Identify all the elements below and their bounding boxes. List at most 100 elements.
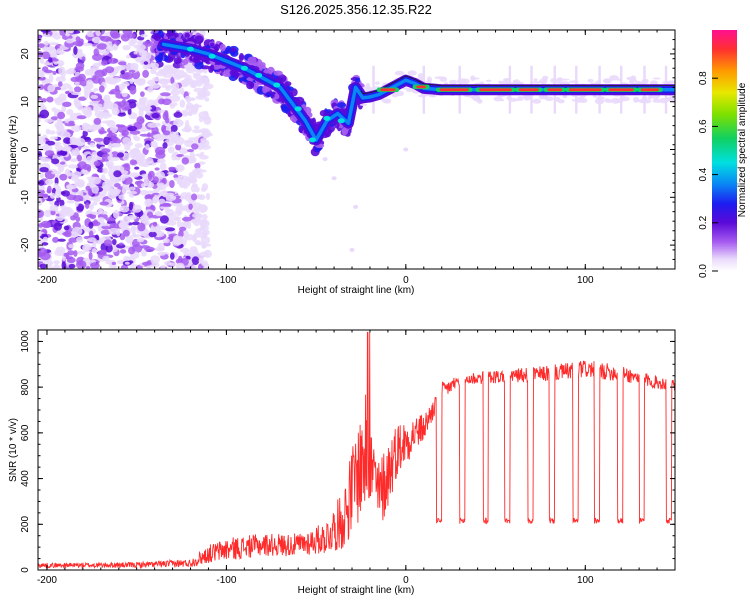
- snr-y-axis-label: SNR (10 * v/v): [8, 418, 19, 482]
- heatmap-cell: [38, 84, 44, 90]
- heatmap-cell: [63, 252, 70, 257]
- heatmap-cell: [135, 78, 146, 86]
- heatmap-cell: [91, 176, 101, 185]
- x-tick-label: -200: [37, 275, 57, 286]
- heatmap-cell: [395, 90, 404, 97]
- heatmap-cell: [112, 238, 117, 246]
- heatmap-cell: [200, 187, 207, 192]
- heatmap-cell: [57, 151, 67, 156]
- heatmap-cell: [133, 51, 138, 55]
- heatmap-cell: [375, 81, 380, 85]
- heatmap-cell: [192, 212, 203, 219]
- heatmap-cell: [273, 70, 283, 76]
- snr-frame: [37, 329, 676, 571]
- y-tick-label: 200: [20, 516, 31, 533]
- heatmap-cell: [134, 136, 141, 142]
- heatmap-cell: [194, 35, 204, 44]
- heatmap-cell: [150, 226, 156, 233]
- heatmap-cell: [111, 142, 121, 147]
- heatmap-cell: [115, 124, 121, 128]
- heatmap-cell: [171, 239, 182, 246]
- heatmap-cell: [91, 211, 101, 216]
- heatmap-cell: [54, 144, 63, 151]
- heatmap-cell: [191, 256, 200, 266]
- heatmap-cell: [98, 227, 103, 232]
- heatmap-cell: [122, 229, 130, 237]
- figure-title: S126.2025.356.12.35.R22: [280, 2, 432, 17]
- heatmap-cell: [184, 32, 190, 38]
- heatmap-cell: [182, 58, 189, 65]
- heatmap-cell: [69, 136, 77, 145]
- heatmap-cell: [57, 164, 65, 173]
- heatmap-cell: [154, 146, 166, 156]
- heatmap-cell: [88, 252, 93, 260]
- heatmap-cell: [89, 101, 99, 105]
- colorbar-ticks: 0.0 0.2 0.4 0.6 0.8: [698, 71, 718, 278]
- heatmap-cell: [147, 122, 158, 128]
- heatmap-cell: [108, 57, 119, 64]
- heatmap-cell: [538, 94, 548, 100]
- heatmap-cell: [274, 92, 280, 100]
- heatmap-cell: [503, 78, 510, 82]
- heatmap-cell: [144, 198, 152, 207]
- heatmap-cell: [147, 172, 153, 181]
- heatmap-cell: [394, 70, 405, 76]
- heatmap-cell: [71, 91, 81, 96]
- heatmap-cell: [179, 99, 186, 108]
- heatmap-cell: [74, 200, 79, 207]
- heatmap-cell: [160, 92, 171, 97]
- heatmap-cell: [51, 158, 60, 165]
- heatmap-cell: [59, 173, 68, 181]
- heatmap-cell: [84, 136, 91, 140]
- heatmap-cell: [63, 137, 72, 144]
- heatmap-cell: [72, 171, 82, 178]
- heatmap-cell: [331, 176, 337, 181]
- heatmap-cell: [47, 84, 56, 93]
- heatmap-cell: [98, 112, 109, 117]
- heatmap-cell: [66, 109, 74, 116]
- heatmap-cell: [185, 105, 197, 112]
- heatmap-cell: [158, 78, 170, 86]
- heatmap-cell: [105, 66, 115, 74]
- heatmap-cell: [139, 189, 149, 196]
- heatmap-cell: [66, 184, 77, 190]
- heatmap-cell: [53, 58, 59, 62]
- heatmap-cell: [239, 53, 244, 61]
- heatmap-cell: [301, 104, 307, 109]
- heatmap-cell: [120, 64, 126, 70]
- heatmap-cell: [164, 110, 169, 119]
- heatmap-cell: [38, 118, 41, 123]
- heatmap-cell: [266, 92, 272, 98]
- heatmap-cell: [101, 120, 112, 124]
- heatmap-cell: [183, 78, 190, 86]
- heatmap-cell: [70, 158, 78, 163]
- heatmap-cell: [103, 239, 113, 247]
- heatmap-cell: [89, 128, 96, 133]
- heatmap-cell: [427, 76, 432, 83]
- heatmap-cell: [365, 83, 371, 88]
- heatmap-cell: [198, 227, 205, 232]
- heatmap-cell: [381, 98, 392, 103]
- heatmap-cell: [159, 206, 170, 210]
- heatmap-cell: [188, 110, 193, 117]
- y-tick-label: 0: [20, 567, 31, 573]
- heatmap-cell: [85, 202, 90, 209]
- heatmap-cell: [157, 158, 166, 163]
- heatmap-cell: [59, 199, 65, 207]
- heatmap-cell: [184, 119, 190, 129]
- heatmap-cell: [152, 196, 159, 204]
- heatmap-cell: [113, 209, 120, 219]
- heatmap-cell: [136, 237, 145, 243]
- heatmap-cell: [155, 211, 163, 217]
- heatmap-cell: [201, 243, 207, 249]
- heatmap-cell: [117, 152, 124, 158]
- heatmap-cell: [94, 103, 103, 108]
- heatmap-cell: [151, 126, 159, 135]
- heatmap-cell: [151, 112, 160, 119]
- heatmap-cell: [129, 85, 137, 95]
- heatmap-cell: [53, 264, 60, 269]
- heatmap-cell: [161, 124, 167, 133]
- heatmap-cell: [165, 117, 170, 124]
